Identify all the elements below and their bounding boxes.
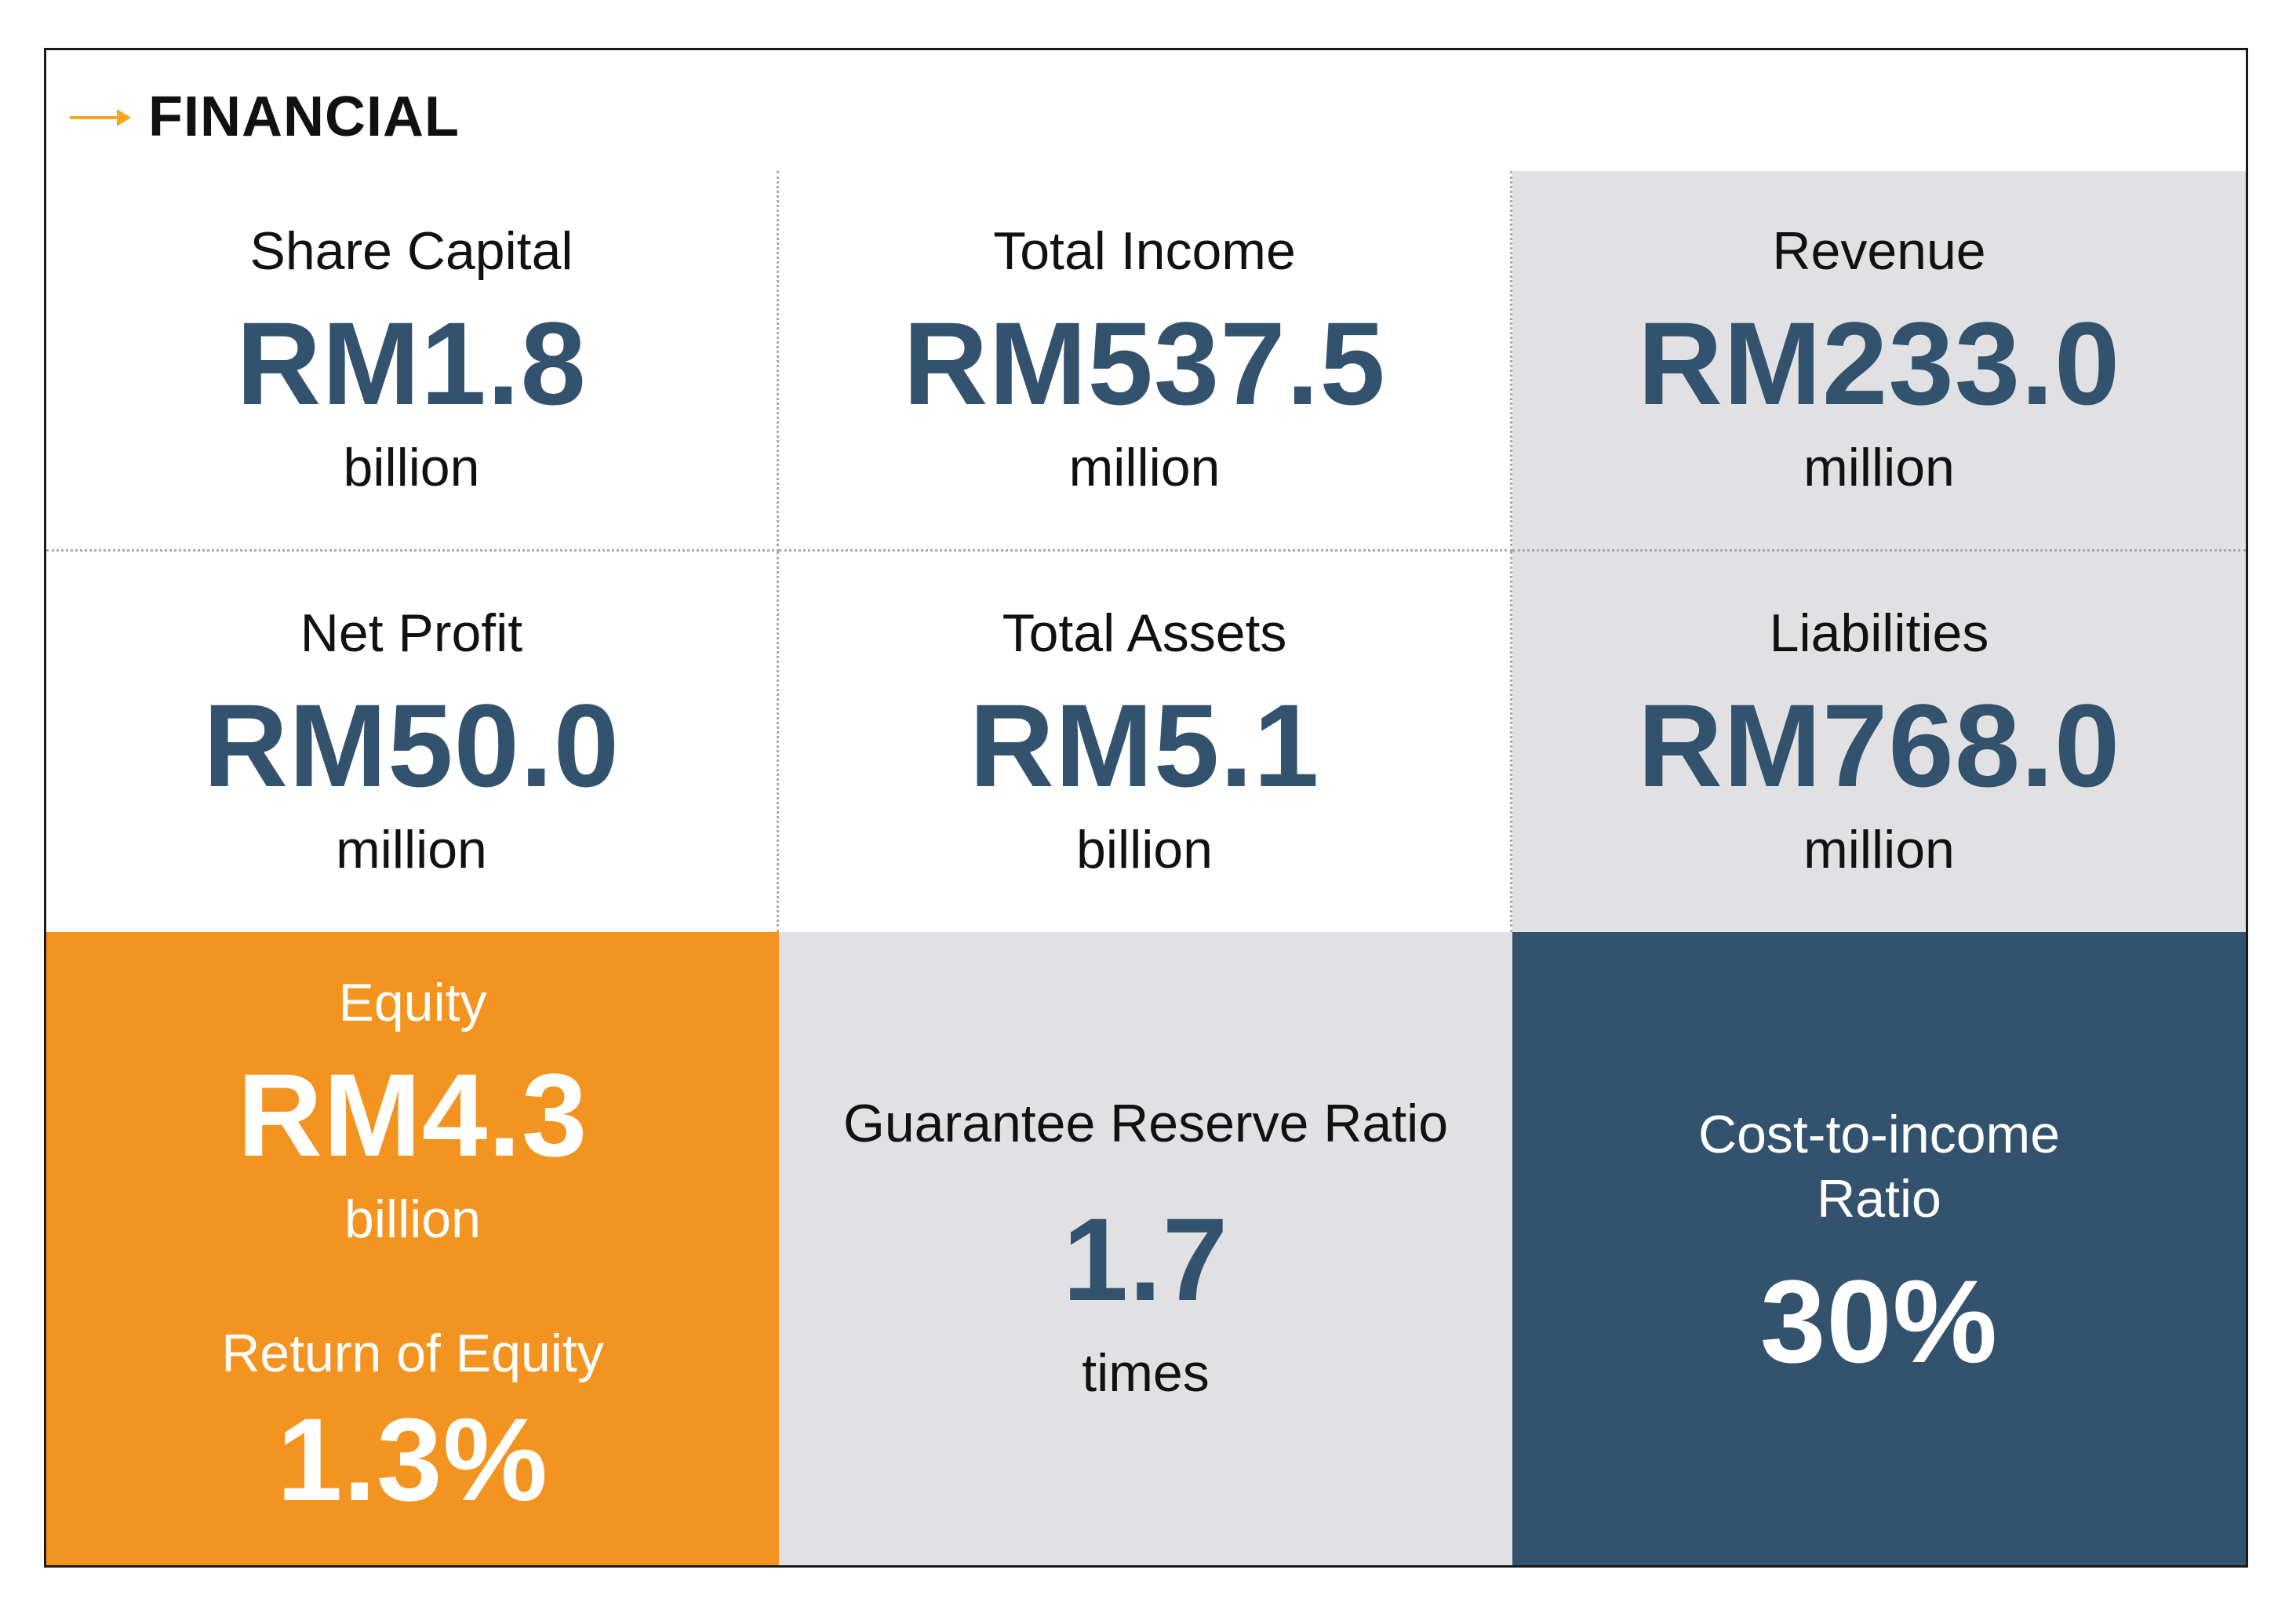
- metric-unit: billion: [1076, 819, 1213, 880]
- metric-label: Revenue: [1772, 221, 1986, 282]
- metric-value: RM4.3: [237, 1048, 588, 1181]
- metric-value: RM233.0: [1637, 297, 2121, 429]
- metric-unit: billion: [344, 1189, 481, 1249]
- metric-label: Net Profit: [300, 603, 523, 663]
- metric-label: Share Capital: [249, 221, 573, 282]
- metrics-grid: Share Capital RM1.8 billion Total Income…: [46, 171, 2246, 1565]
- metric-total-income: Total Income RM537.5 million: [779, 171, 1512, 552]
- metric-label-line2: Ratio: [1817, 1168, 1941, 1229]
- metric-value: RM537.5: [903, 297, 1386, 429]
- metric-value: RM5.1: [969, 679, 1320, 811]
- metric-unit: times: [1082, 1342, 1210, 1403]
- return-of-equity-label: Return of Equity: [221, 1324, 604, 1384]
- arrow-right-icon: [70, 109, 131, 126]
- metric-unit: million: [1068, 438, 1221, 497]
- metric-equity: Equity RM4.3 billion Return of Equity 1.…: [46, 932, 779, 1565]
- metric-label: Equity: [338, 973, 487, 1032]
- metric-value: RM1.8: [236, 297, 587, 429]
- metric-revenue: Revenue RM233.0 million: [1512, 171, 2246, 552]
- metric-unit: billion: [343, 438, 480, 497]
- metric-cost-to-income-ratio: Cost-to-income Ratio 30%: [1512, 932, 2246, 1565]
- metric-value: RM768.0: [1637, 679, 2121, 811]
- section-header: FINANCIAL: [70, 74, 460, 160]
- metric-value: 1.7: [1062, 1193, 1229, 1325]
- financial-panel: FINANCIAL Share Capital RM1.8 billion To…: [44, 48, 2248, 1568]
- metric-share-capital: Share Capital RM1.8 billion: [46, 171, 779, 552]
- section-title: FINANCIAL: [148, 86, 460, 148]
- metric-guarantee-reserve-ratio: Guarantee Reserve Ratio 1.7 times: [779, 932, 1512, 1565]
- metric-label: Total Income: [993, 221, 1296, 282]
- metric-value: 30%: [1759, 1255, 1999, 1388]
- metric-liabilities: Liabilities RM768.0 million: [1512, 552, 2246, 932]
- metric-unit: million: [1803, 438, 1955, 497]
- metric-total-assets: Total Assets RM5.1 billion: [779, 552, 1512, 932]
- metric-unit: million: [336, 819, 487, 880]
- metric-net-profit: Net Profit RM50.0 million: [46, 552, 779, 932]
- metric-label: Guarantee Reserve Ratio: [842, 1093, 1449, 1153]
- metric-unit: million: [1803, 819, 1955, 880]
- metric-label-line1: Cost-to-income: [1697, 1104, 2061, 1164]
- metric-label: Total Assets: [1002, 603, 1287, 663]
- metric-label: Liabilities: [1769, 603, 1989, 663]
- metric-value: RM50.0: [202, 679, 620, 811]
- return-of-equity-value: 1.3%: [277, 1393, 548, 1525]
